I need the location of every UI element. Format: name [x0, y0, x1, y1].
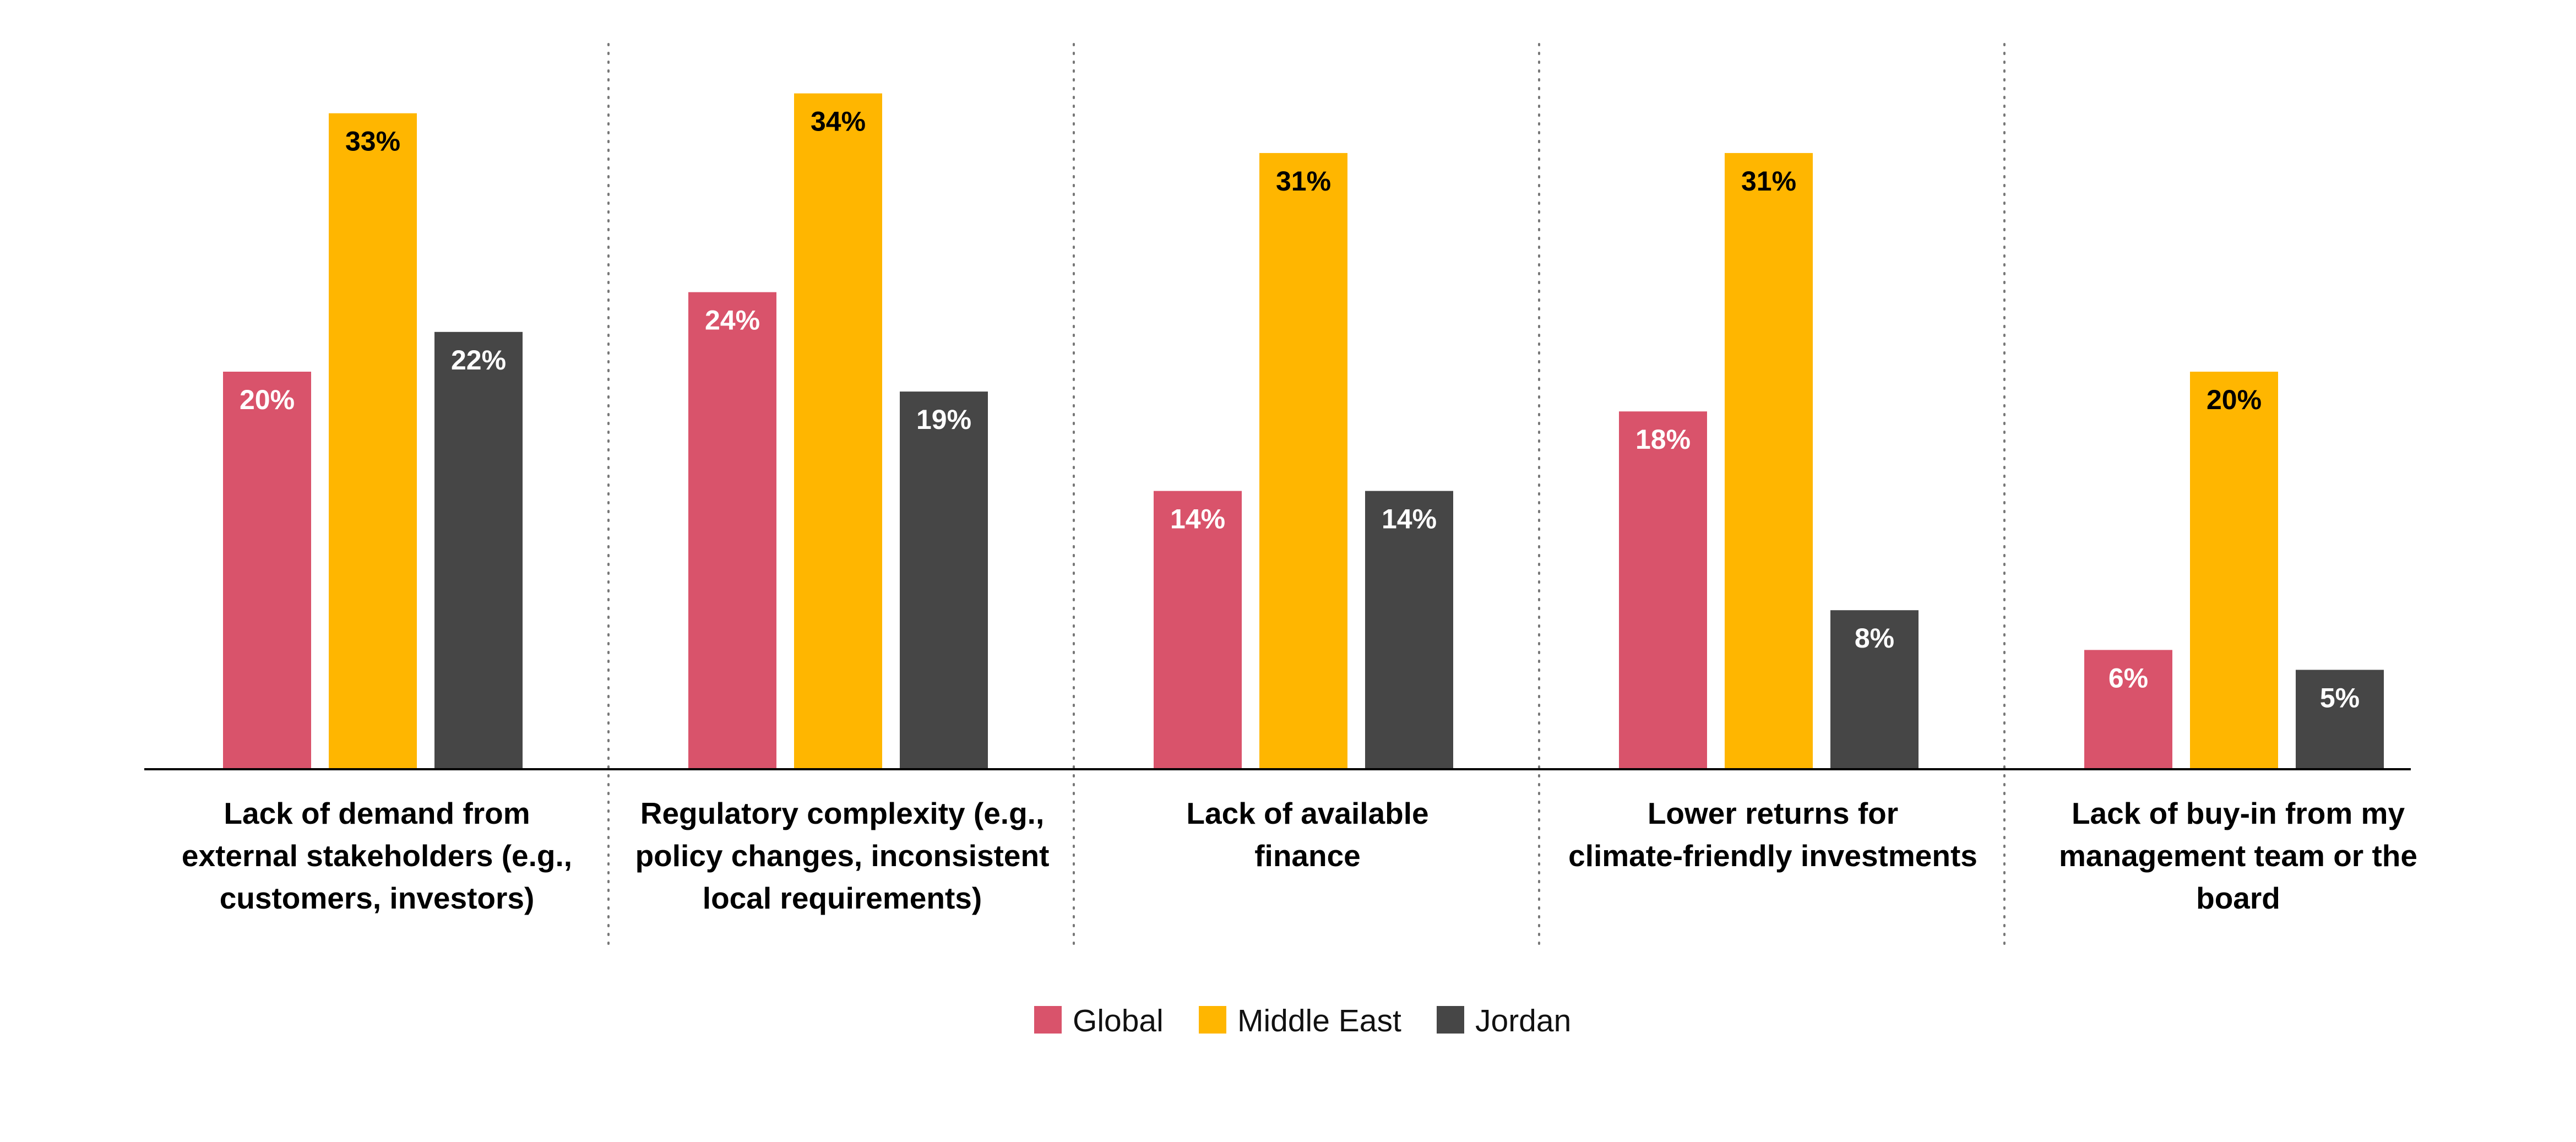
bar-value-label: 8%	[1855, 623, 1894, 654]
bar-value-label: 20%	[2207, 384, 2262, 415]
category-label: Regulatory complexity (e.g.,	[640, 796, 1045, 830]
bar-global	[2084, 650, 2172, 769]
category-label: Lack of buy-in from my	[2072, 796, 2405, 830]
bar-jordan	[1830, 610, 1919, 769]
bar-middle-east	[329, 113, 417, 770]
category-label: policy changes, inconsistent	[635, 839, 1050, 873]
bar-middle-east	[1259, 153, 1347, 769]
bar-global	[223, 372, 311, 769]
legend-label-global: Global	[1073, 1003, 1164, 1038]
bar-value-label: 19%	[916, 404, 971, 435]
category-label: Lower returns for	[1648, 796, 1898, 830]
bar-jordan	[1365, 491, 1453, 769]
legend-swatch-middle-east	[1199, 1006, 1226, 1034]
bar-global	[1154, 491, 1242, 769]
bar-jordan	[434, 331, 523, 769]
bar-value-label: 22%	[451, 345, 506, 376]
bar-value-label: 14%	[1170, 504, 1225, 535]
bar-middle-east	[1725, 153, 1813, 769]
bar-middle-east	[2190, 372, 2278, 769]
bar-global	[1619, 411, 1707, 769]
bar-value-label: 33%	[345, 126, 400, 157]
category-label: local requirements)	[703, 881, 982, 915]
bar-value-label: 5%	[2320, 683, 2360, 714]
bar-jordan	[900, 391, 988, 769]
legend: Global Middle East Jordan	[1034, 1003, 1571, 1038]
bar-value-label: 34%	[811, 106, 866, 137]
bars: 20% 33% 22% 24% 34% 19% 14% 31% 14% 18% 31% 8% 6% 20%…	[223, 93, 2384, 770]
legend-swatch-jordan	[1437, 1006, 1464, 1034]
category-separators	[607, 43, 2006, 945]
category-label: Lack of demand from	[224, 796, 530, 830]
category-labels: Lack of demand from external stakeholders…	[182, 796, 2417, 915]
bar-jordan	[2296, 670, 2384, 769]
category-label: finance	[1254, 839, 1361, 873]
bar-global	[688, 292, 776, 769]
bar-value-label: 24%	[705, 305, 760, 336]
bar-value-label: 31%	[1741, 166, 1796, 197]
legend-label-middle-east: Middle East	[1237, 1003, 1401, 1038]
category-label: climate-friendly investments	[1568, 839, 1977, 873]
category-label: management team or the	[2059, 839, 2417, 873]
bar-middle-east	[794, 93, 882, 770]
bar-value-label: 6%	[2108, 662, 2148, 693]
bar-value-label: 14%	[1382, 504, 1437, 535]
legend-swatch-global	[1034, 1006, 1062, 1034]
bar-value-label: 20%	[240, 384, 295, 415]
category-label: board	[2196, 881, 2280, 915]
category-label: external stakeholders (e.g.,	[182, 839, 572, 873]
legend-label-jordan: Jordan	[1475, 1003, 1571, 1038]
category-label: customers, investors)	[220, 881, 535, 915]
bar-value-label: 31%	[1276, 166, 1331, 197]
bar-value-label: 18%	[1635, 424, 1691, 455]
category-label: Lack of available	[1186, 796, 1428, 830]
